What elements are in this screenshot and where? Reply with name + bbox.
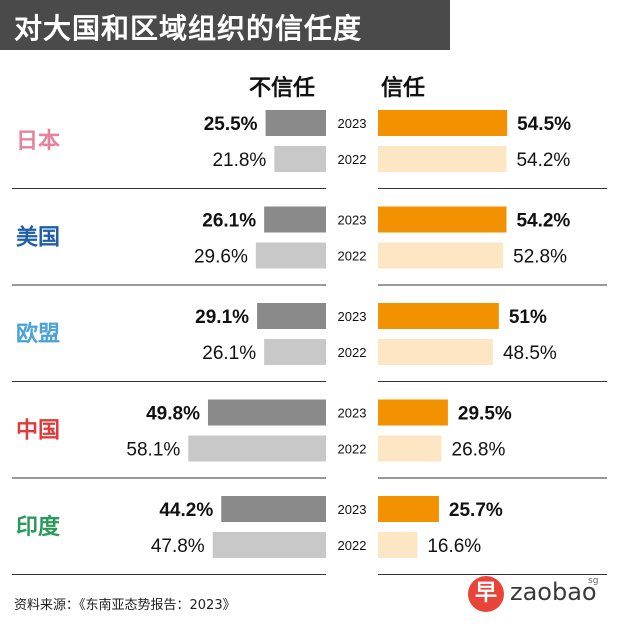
group-label: 日本 [16,129,60,154]
trust-column-header: 信任 [381,76,426,101]
chart-title: 对大国和区域组织的信任度 [14,12,363,45]
logo-text: zaobao [510,578,597,606]
distrust-value-label: 21.8% [212,150,266,171]
distrust-value-label: 49.8% [146,404,200,425]
group-label: 美国 [16,225,60,251]
year-label: 2023 [338,309,367,324]
trust-bar [378,206,507,233]
trust-bar [378,339,493,365]
trust-value-label: 29.5% [458,404,512,425]
title-bar: 对大国和区域组织的信任度 [0,0,450,50]
distrust-value-label: 29.6% [194,247,248,268]
distrust-bar [255,242,326,269]
year-label: 2022 [338,538,367,553]
group-label: 印度 [16,514,61,540]
year-label: 2023 [338,502,367,517]
distrust-value-label: 25.5% [204,114,258,135]
trust-value-label: 25.7% [449,500,503,521]
trust-bar [378,435,442,462]
trust-bar [378,496,439,522]
logo-mark: 早 [468,576,504,612]
trust-value-label: 48.5% [503,343,557,364]
year-label: 2023 [338,406,367,421]
source-note: 资料来源：《东南亚态势报告：2023》 [14,598,236,613]
year-label: 2022 [338,152,367,167]
year-label: 2022 [338,249,367,264]
logo-suffix: sg [588,576,599,586]
distrust-bar [207,399,326,426]
distrust-value-label: 44.2% [159,500,213,521]
distrust-bar [265,110,326,136]
distrust-bar [274,146,326,172]
trust-bar [378,146,507,172]
distrust-bar [264,339,326,365]
distrust-value-label: 26.1% [202,211,256,232]
distrust-value-label: 58.1% [126,440,180,461]
year-label: 2022 [338,345,367,360]
year-label: 2023 [338,116,367,131]
trust-bar [378,303,499,329]
trust-value-label: 26.8% [452,440,506,461]
distrust-bar [188,435,326,462]
distrust-bar [221,496,326,522]
trust-value-label: 52.8% [513,247,567,268]
trust-value-label: 16.6% [427,536,481,557]
trust-bar [378,110,508,136]
trust-value-label: 54.5% [517,114,571,135]
trust-value-label: 54.2% [516,150,570,171]
distrust-bar [257,303,326,329]
trust-value-label: 54.2% [516,211,570,232]
group-label: 中国 [16,419,60,444]
distrust-bar [212,532,326,558]
distrust-value-label: 29.1% [195,307,249,328]
trust-value-label: 51% [509,307,547,328]
year-label: 2023 [338,213,367,228]
group-label: 欧盟 [16,321,60,347]
trust-chart: 日本 25.5% 54.5% 2023 21.8% 54.2% 2022 美国 26.1% 54.… [12,110,607,575]
trust-bar [378,532,418,558]
trust-bar [378,242,504,269]
zaobao-logo: 早 zaobao sg [468,574,618,618]
distrust-value-label: 26.1% [202,343,256,364]
distrust-value-label: 47.8% [151,536,205,557]
trust-bar [378,399,448,426]
year-label: 2022 [338,442,367,457]
distrust-column-header: 不信任 [249,76,316,101]
distrust-bar [264,206,326,233]
